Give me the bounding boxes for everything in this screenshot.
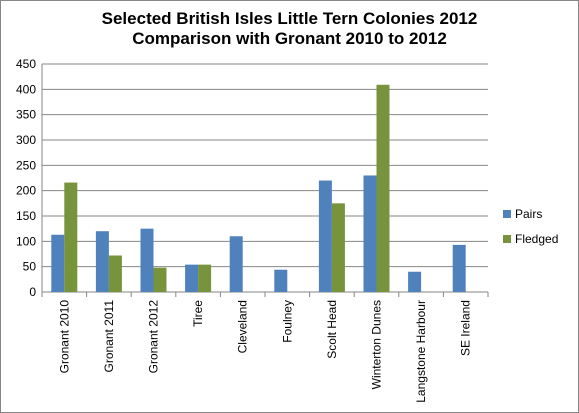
y-tick-label: 250	[16, 158, 36, 172]
x-category-label: Gronant 2012	[147, 300, 161, 374]
chart-title-line2: Comparison with Gronant 2010 to 2012	[132, 29, 447, 48]
legend-label-pairs: Pairs	[515, 207, 542, 221]
bar-pairs	[229, 236, 243, 292]
bar-fledged	[153, 267, 167, 292]
x-category-label: Gronant 2010	[57, 300, 71, 374]
y-tick-label: 400	[16, 82, 36, 96]
bar-pairs	[185, 264, 199, 292]
bar-fledged	[331, 203, 345, 292]
legend-swatch-pairs	[503, 210, 511, 218]
bar-fledged	[64, 182, 78, 292]
y-tick-label: 350	[16, 108, 36, 122]
x-category-label: SE Ireland	[459, 300, 473, 356]
chart-title-line1: Selected British Isles Little Tern Colon…	[101, 9, 478, 28]
bar-pairs	[51, 234, 65, 292]
x-category-label: Tiree	[191, 300, 205, 327]
bar-fledged	[108, 255, 122, 292]
x-category-label: Gronant 2011	[102, 300, 116, 373]
y-tick-label: 200	[16, 184, 36, 198]
x-category-label: Cleveland	[236, 300, 250, 353]
y-tick-label: 150	[16, 209, 36, 223]
bar-fledged	[198, 264, 212, 292]
bar-pairs	[274, 269, 288, 292]
bar-fledged	[376, 84, 390, 292]
bar-pairs	[318, 180, 332, 292]
y-tick-label: 450	[16, 57, 36, 71]
x-category-label: Winterton Dunes	[370, 300, 384, 389]
legend-label-fledged: Fledged	[515, 232, 558, 246]
bar-pairs	[140, 228, 154, 292]
y-tick-label: 100	[16, 234, 36, 248]
bar-pairs	[95, 231, 109, 292]
y-tick-label: 0	[29, 285, 36, 299]
y-tick-label: 300	[16, 133, 36, 147]
y-tick-label: 50	[23, 260, 37, 274]
legend-swatch-fledged	[503, 235, 511, 243]
x-category-label: Langstone Harbour	[414, 300, 428, 403]
x-category-label: Foulney	[280, 300, 294, 343]
bar-pairs	[452, 244, 466, 292]
bar-pairs	[363, 175, 377, 292]
x-category-label: Scolt Head	[325, 300, 339, 359]
bar-pairs	[408, 271, 422, 292]
